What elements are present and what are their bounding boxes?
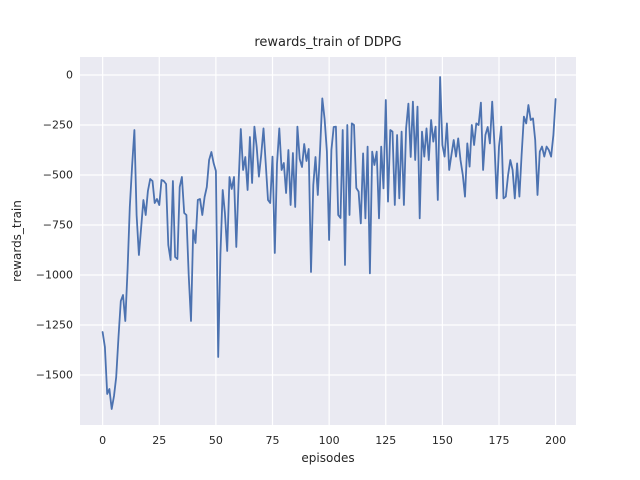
chart-title: rewards_train of DDPG <box>254 35 402 50</box>
y-tick-label: −1500 <box>35 368 73 382</box>
x-tick-label: 100 <box>318 434 340 447</box>
x-tick-label: 0 <box>99 434 107 447</box>
x-tick-label: 25 <box>152 434 167 447</box>
x-tick-label: 50 <box>208 434 223 447</box>
x-axis-label: episodes <box>301 451 355 465</box>
y-tick-label: −1250 <box>35 318 73 332</box>
x-tick-label: 150 <box>431 434 453 447</box>
x-tick-label: 200 <box>545 434 567 447</box>
plot-background <box>80 57 576 425</box>
x-tick-label: 175 <box>488 434 510 447</box>
y-tick-label: −750 <box>42 218 73 232</box>
y-tick-label: 0 <box>66 68 73 82</box>
plot-area <box>80 57 576 425</box>
y-tick-label: −1000 <box>35 268 73 282</box>
reward-train-line <box>101 76 557 410</box>
y-tick-label: −250 <box>42 118 73 132</box>
x-tick-label: 125 <box>375 434 397 447</box>
y-tick-label: −500 <box>42 168 73 182</box>
x-tick-label: 75 <box>265 434 280 447</box>
